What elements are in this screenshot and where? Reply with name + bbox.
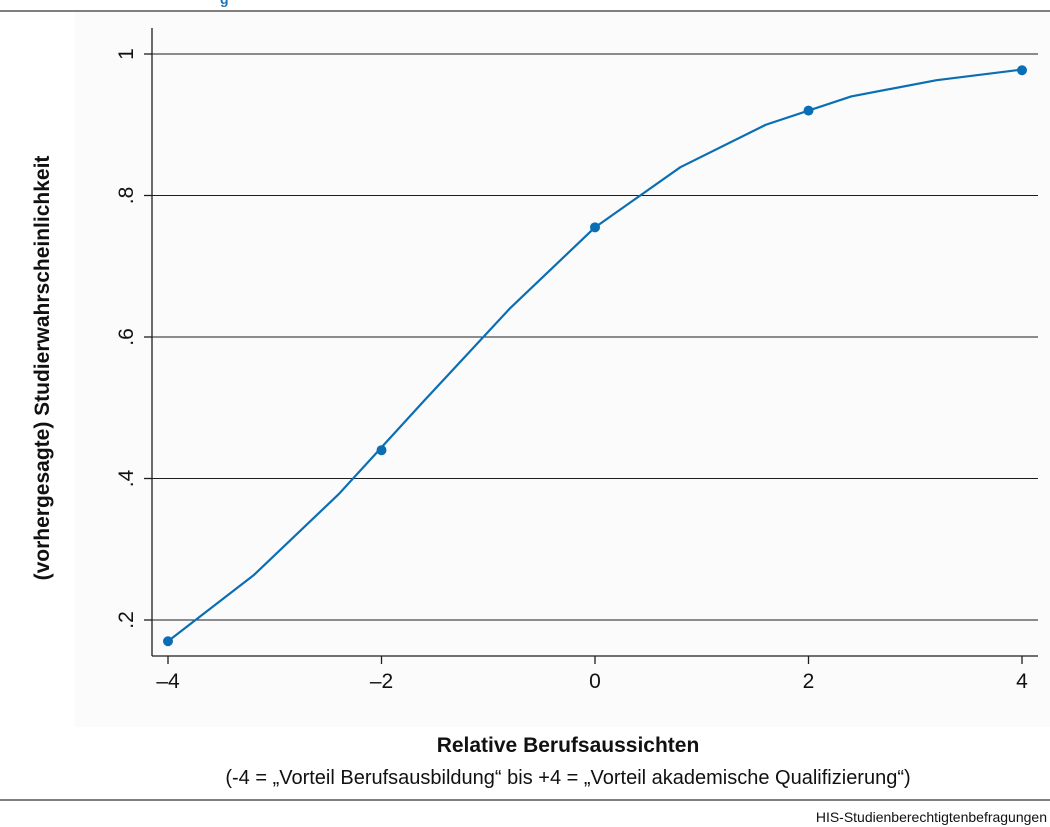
- y-tick-label-0: .2: [115, 611, 138, 629]
- y-tick-label-1: .4: [115, 469, 138, 487]
- y-axis-title: (vorhergesagte) Studierwahrscheinlichkei…: [31, 156, 54, 581]
- x-ticks: –4 –2 0 2 4: [156, 656, 1028, 693]
- y-ticks: .2 .4 .6 .8 1: [115, 48, 152, 629]
- header-text: g: [220, 0, 229, 7]
- data-point-0: [163, 636, 173, 647]
- series: [163, 65, 1027, 647]
- source-note: HIS-Studienberechtigtenbefragungen: [816, 809, 1047, 825]
- y-tick-label-2: .6: [115, 328, 138, 346]
- data-point-4: [1017, 65, 1027, 76]
- data-point-2: [590, 222, 600, 233]
- x-axis-title: Relative Berufsaussichten: [437, 734, 700, 757]
- grid: [152, 53, 1038, 621]
- x-tick-label-2: 0: [589, 670, 601, 693]
- x-tick-label-1: –2: [370, 670, 393, 693]
- x-tick-label-4: 4: [1016, 670, 1028, 693]
- plot-region-background: [75, 12, 1050, 727]
- x-tick-label-0: –4: [156, 670, 180, 693]
- x-tick-label-3: 2: [803, 670, 815, 693]
- data-point-1: [376, 445, 387, 456]
- data-point-3: [803, 105, 814, 116]
- x-axis-subtitle: (-4 = „Vorteil Berufsausbildung“ bis +4 …: [225, 767, 910, 789]
- y-tick-label-4: 1: [115, 48, 138, 60]
- y-tick-label-3: .8: [115, 187, 138, 205]
